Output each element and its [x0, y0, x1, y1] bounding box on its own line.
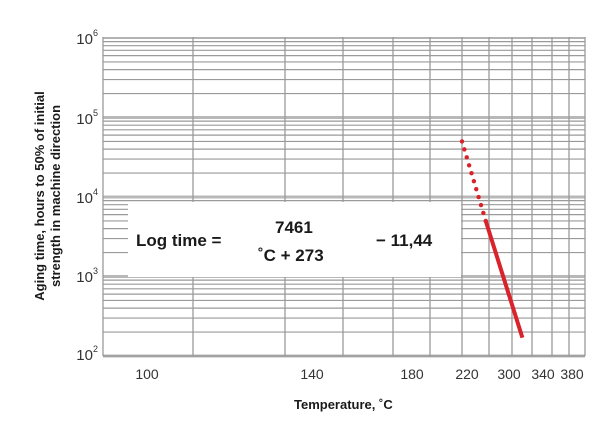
x-tick-380: 380 [560, 366, 584, 382]
equation-numerator: 7461 [275, 218, 313, 237]
equation-constant: − 11,44 [376, 231, 433, 250]
y-tick-1e6: 106 [76, 28, 98, 48]
y-tick-1e4: 104 [76, 187, 98, 207]
x-axis-label: Temperature, ˚C [294, 397, 393, 412]
y-tick-1e2: 102 [76, 344, 98, 364]
y-axis-label-line2: strength in machine direction [48, 104, 63, 288]
x-tick-140: 140 [300, 366, 324, 382]
x-tick-100: 100 [135, 366, 159, 382]
x-tick-340: 340 [531, 366, 555, 382]
y-axis-label: Aging time, hours to 50% of initial stre… [32, 91, 64, 300]
equation-box [128, 202, 461, 277]
x-tick-180: 180 [400, 366, 424, 382]
equation-lhs: Log time = [136, 231, 222, 250]
x-tick-220: 220 [455, 366, 479, 382]
y-tick-1e3: 103 [76, 266, 98, 286]
y-axis-label-line1: Aging time, hours to 50% of initial [32, 91, 47, 301]
equation-denominator: ˚C + 273 [258, 246, 324, 265]
y-tick-1e5: 105 [76, 108, 98, 128]
x-tick-300: 300 [497, 366, 521, 382]
data-series [459, 139, 525, 339]
